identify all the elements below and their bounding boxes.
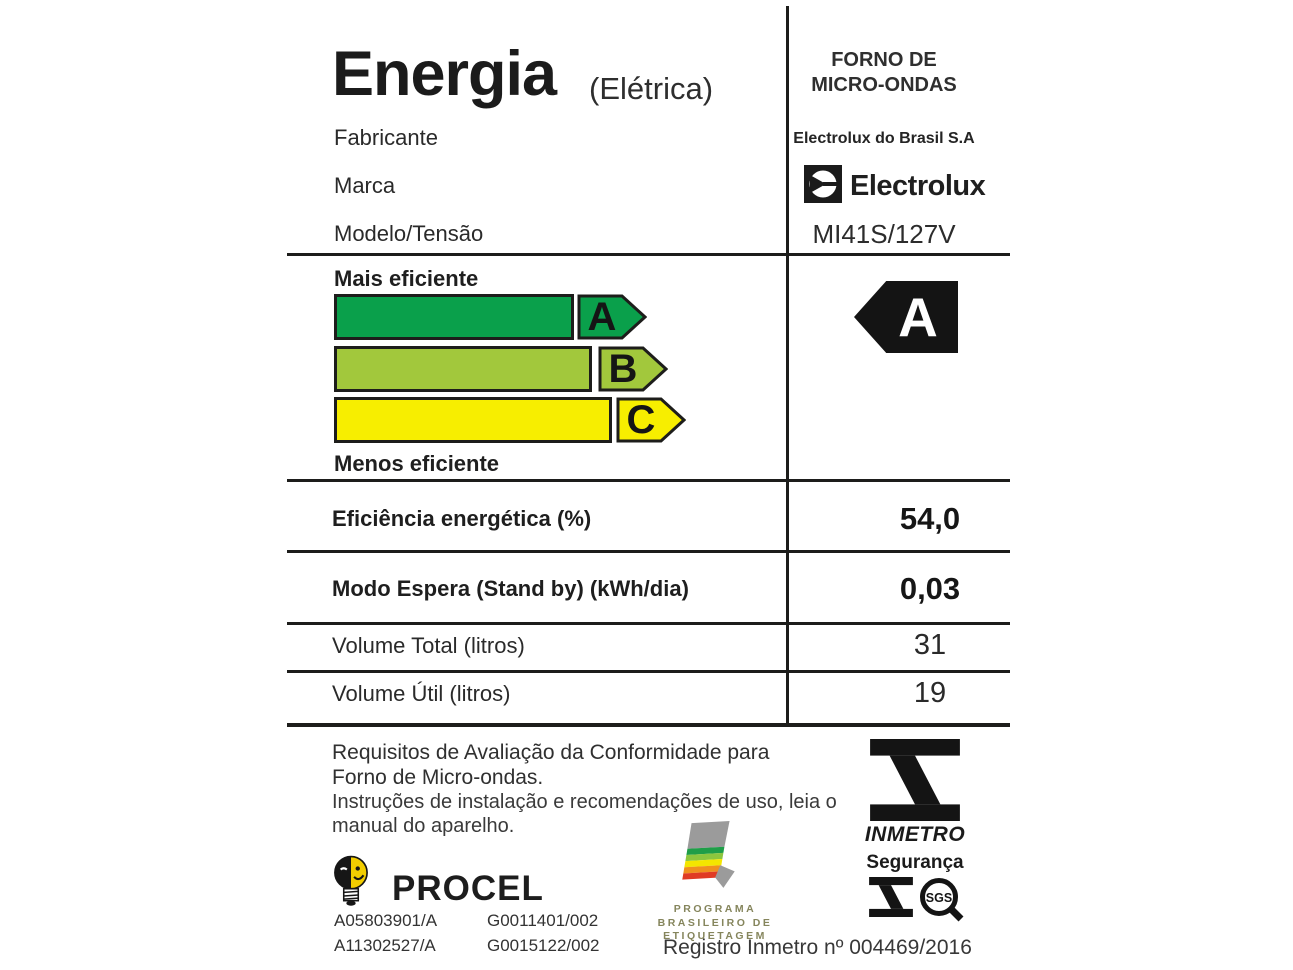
row-separator-line-1: [287, 550, 1010, 553]
registration-code-1: G0011401/002: [487, 911, 599, 930]
procel-bulb-icon: [334, 855, 368, 906]
field-label-fabricante: Fabricante: [334, 125, 438, 150]
procel-code-1: A05803901/A: [334, 911, 438, 930]
sgs-certification-icon: SGS: [920, 878, 964, 922]
field-label-marca: Marca: [334, 173, 396, 198]
model-voltage-value: MI41S/127V: [812, 219, 956, 249]
pbe-logo-icon: [682, 821, 735, 888]
standby-row-label: Modo Espera (Stand by) (kWh/dia): [332, 576, 689, 601]
header-separator-line: [287, 253, 1010, 256]
page-title: Energia: [332, 39, 557, 109]
product-type-line2: MICRO-ONDAS: [811, 74, 957, 96]
row-separator-line-2: [287, 622, 1010, 625]
efficiency-row-value: 54,0: [899, 501, 961, 536]
class-b-bar: [334, 346, 592, 392]
inmetro-registry-number: Registro Inmetro nº 004469/2016: [663, 936, 972, 959]
inmetro-n-icon: [870, 739, 960, 821]
instructions-line1: Instruções de instalação e recomendações…: [332, 791, 837, 813]
inmetro-wordmark: INMETRO: [864, 823, 966, 846]
volume-total-row-label: Volume Total (litros): [332, 633, 525, 658]
class-a-bar: [334, 294, 574, 340]
standby-row-value: 0,03: [899, 571, 961, 606]
class-c-bar: [334, 397, 612, 443]
instructions-line2: manual do aparelho.: [332, 815, 515, 837]
requirements-line1: Requisitos de Avaliação da Conformidade …: [332, 741, 770, 764]
vertical-divider: [786, 6, 789, 727]
scale-separator-line: [287, 479, 1010, 482]
less-efficient-label: Menos eficiente: [334, 451, 500, 476]
class-b-letter: B: [608, 347, 638, 391]
volume-util-row-label: Volume Útil (litros): [332, 681, 511, 706]
class-a-letter: A: [587, 295, 617, 339]
security-label: Segurança: [866, 852, 964, 873]
procel-code-2: A11302527/A: [334, 936, 436, 955]
row-separator-line-3: [287, 670, 1010, 673]
class-c-arrow-icon: C: [616, 397, 687, 443]
more-efficient-label: Mais eficiente: [334, 266, 479, 291]
rating-letter: A: [898, 286, 938, 348]
inmetro-n-small-icon: [869, 877, 913, 917]
rating-arrow-icon: A: [854, 281, 958, 353]
efficiency-row-label: Eficiência energética (%): [332, 506, 592, 531]
procel-wordmark: PROCEL: [392, 869, 544, 908]
sgs-label: SGS: [926, 891, 952, 905]
registration-code-2: G0015122/002: [487, 936, 600, 955]
electrolux-logo-icon: [804, 165, 842, 203]
page-subtitle: (Elétrica): [589, 71, 714, 106]
requirements-line2: Forno de Micro-ondas.: [332, 766, 544, 789]
class-a-arrow-icon: A: [577, 294, 648, 340]
product-type-line1: FORNO DE: [831, 49, 937, 71]
pbe-text-line1: PROGRAMA: [673, 903, 757, 915]
manufacturer-name: Electrolux do Brasil S.A: [793, 130, 975, 147]
field-label-modelo-tensao: Modelo/Tensão: [334, 221, 484, 246]
class-b-arrow-icon: B: [598, 346, 669, 392]
volume-util-row-value: 19: [913, 677, 947, 709]
pbe-text-line3: ETIQUETAGEM: [663, 930, 767, 942]
table-bottom-line: [287, 723, 1010, 727]
volume-total-row-value: 31: [913, 629, 947, 661]
pbe-text-line2: BRASILEIRO DE: [657, 916, 773, 929]
class-c-letter: C: [626, 398, 656, 442]
brand-wordmark: Electrolux: [850, 170, 986, 202]
